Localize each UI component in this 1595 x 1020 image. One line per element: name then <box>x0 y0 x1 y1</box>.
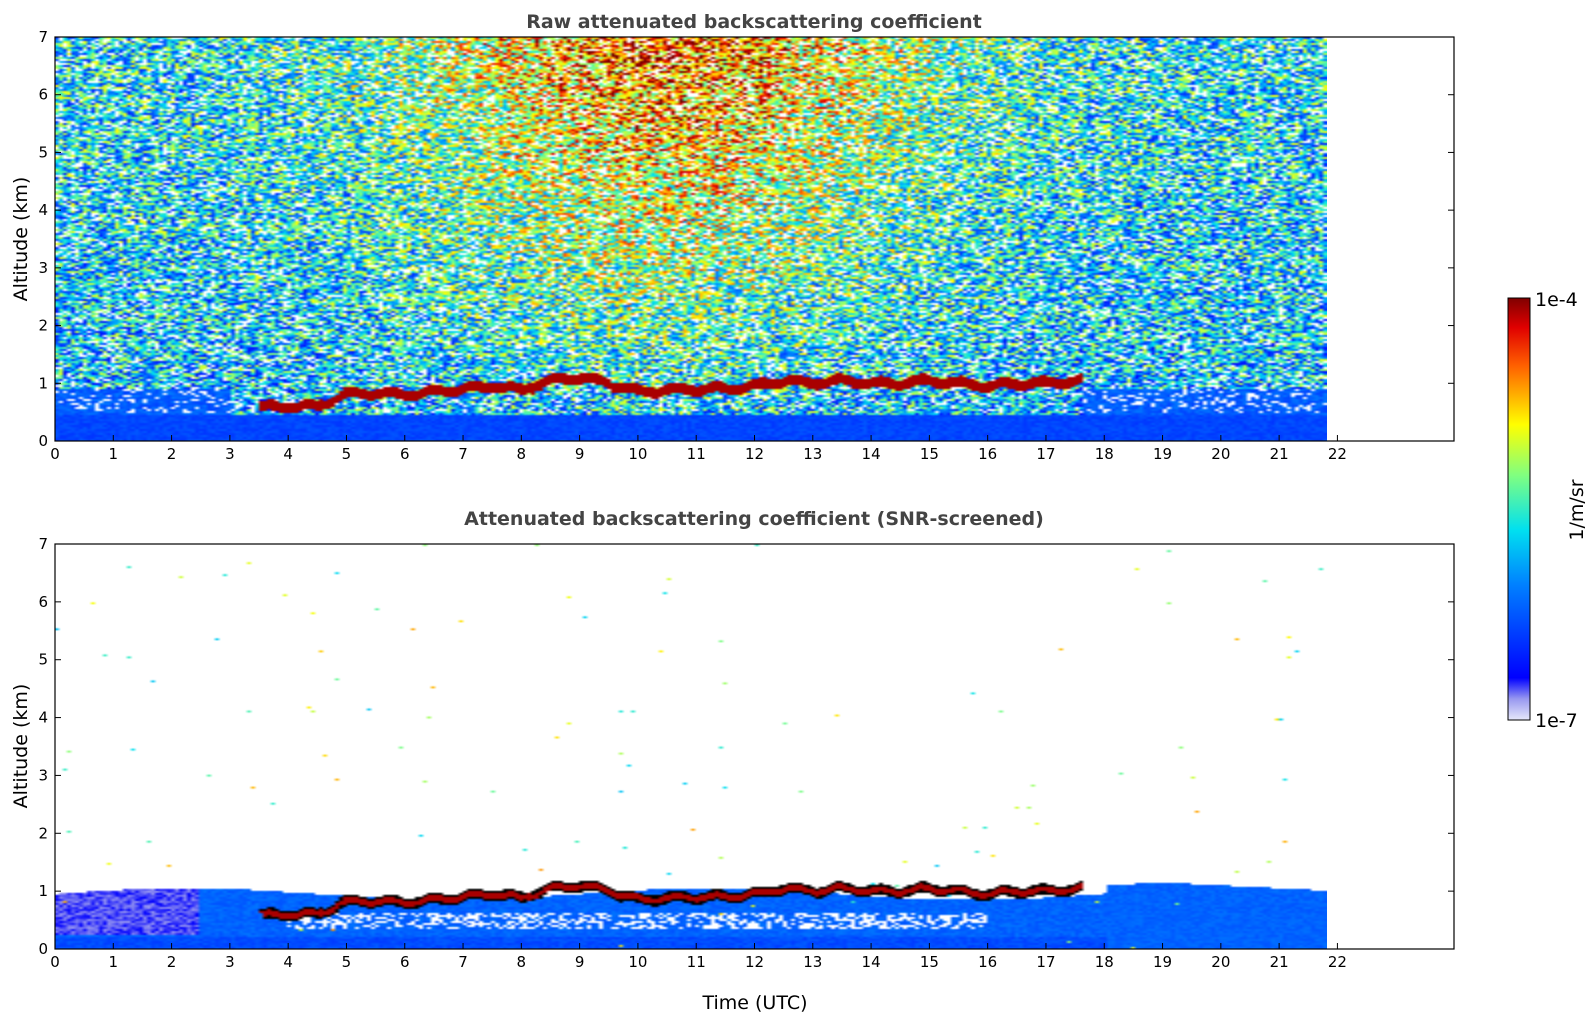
y-axis-label-screened: Altitude (km) <box>10 684 32 809</box>
x-tick-label: 20 <box>1211 445 1230 463</box>
y-tick-label: 1 <box>38 374 48 392</box>
x-tick-label: 4 <box>283 445 293 463</box>
x-tick-label: 11 <box>687 953 706 971</box>
colorbar-min-label: 1e-7 <box>1535 710 1578 732</box>
panel-title-raw: Raw attenuated backscattering coefficien… <box>526 11 982 33</box>
colorbar-gradient <box>1507 297 1531 721</box>
x-axis-label: Time (UTC) <box>701 992 807 1014</box>
x-tick-label: 8 <box>517 953 527 971</box>
x-tick-label: 8 <box>517 445 527 463</box>
x-tick-label: 6 <box>400 953 410 971</box>
backscatter-heatmap-screened <box>55 544 1327 949</box>
x-tick-label: 16 <box>978 445 997 463</box>
x-tick-label: 10 <box>628 953 647 971</box>
x-tick-label: 12 <box>745 953 764 971</box>
y-tick-label: 7 <box>38 28 48 46</box>
x-tick-label: 21 <box>1270 445 1289 463</box>
y-tick-label: 0 <box>38 940 48 958</box>
x-tick-label: 18 <box>1095 953 1114 971</box>
x-tick-label: 16 <box>978 953 997 971</box>
x-tick-label: 7 <box>458 445 468 463</box>
y-tick-label: 4 <box>38 709 48 727</box>
y-tick-label: 0 <box>38 432 48 450</box>
x-tick-label: 4 <box>283 953 293 971</box>
x-tick-label: 1 <box>109 953 119 971</box>
axes-screened: 0 1 2 3 4 5 6 7 8 9 10 11 12 13 14 15 16 17 18 19 20 21 220123… <box>38 535 1454 971</box>
x-tick-label: 13 <box>803 445 822 463</box>
y-tick-label: 6 <box>38 593 48 611</box>
backscatter-heatmap-raw <box>55 37 1327 441</box>
x-tick-label: 19 <box>1153 445 1172 463</box>
x-tick-label: 0 <box>50 953 60 971</box>
x-tick-label: 5 <box>342 953 352 971</box>
y-tick-label: 3 <box>38 766 48 784</box>
x-tick-label: 2 <box>167 445 177 463</box>
y-tick-label: 7 <box>38 535 48 553</box>
x-tick-label: 14 <box>862 445 881 463</box>
x-tick-label: 21 <box>1270 953 1289 971</box>
colorbar: 1e-4 1e-7 1/m/sr <box>1507 289 1588 732</box>
x-tick-label: 9 <box>575 953 585 971</box>
x-tick-label: 22 <box>1328 953 1347 971</box>
x-tick-label: 9 <box>575 445 585 463</box>
x-tick-label: 11 <box>687 445 706 463</box>
x-tick-label: 17 <box>1036 953 1055 971</box>
axes-raw: 0 1 2 3 4 5 6 7 8 9 10 11 12 13 14 15 16 17 18 19 20 21 220123… <box>38 28 1454 463</box>
x-tick-label: 6 <box>400 445 410 463</box>
x-tick-label: 19 <box>1153 953 1172 971</box>
y-tick-label: 5 <box>38 143 48 161</box>
x-tick-label: 15 <box>920 445 939 463</box>
x-tick-label: 22 <box>1328 445 1347 463</box>
y-tick-label: 1 <box>38 882 48 900</box>
colorbar-max-label: 1e-4 <box>1535 289 1578 311</box>
x-tick-label: 2 <box>167 953 177 971</box>
x-tick-label: 1 <box>109 445 119 463</box>
y-tick-label: 5 <box>38 651 48 669</box>
colorbar-unit-label: 1/m/sr <box>1566 479 1588 540</box>
x-tick-label: 3 <box>225 953 235 971</box>
panel-title-screened: Attenuated backscattering coefficient (S… <box>464 508 1044 530</box>
x-tick-label: 15 <box>920 953 939 971</box>
panel-screened: Attenuated backscattering coefficient (S… <box>10 508 1455 1014</box>
x-tick-label: 3 <box>225 445 235 463</box>
x-tick-label: 10 <box>628 445 647 463</box>
x-tick-label: 17 <box>1036 445 1055 463</box>
x-tick-label: 12 <box>745 445 764 463</box>
x-tick-label: 5 <box>342 445 352 463</box>
y-tick-label: 6 <box>38 86 48 104</box>
y-axis-label-raw: Altitude (km) <box>10 177 32 302</box>
y-tick-label: 2 <box>38 317 48 335</box>
x-tick-label: 0 <box>50 445 60 463</box>
x-tick-label: 20 <box>1211 953 1230 971</box>
x-tick-label: 7 <box>458 953 468 971</box>
y-tick-label: 2 <box>38 824 48 842</box>
x-tick-label: 13 <box>803 953 822 971</box>
x-tick-label: 14 <box>862 953 881 971</box>
x-tick-label: 18 <box>1095 445 1114 463</box>
y-tick-label: 3 <box>38 259 48 277</box>
y-tick-label: 4 <box>38 201 48 219</box>
panel-raw: Raw attenuated backscattering coefficien… <box>10 11 1455 463</box>
